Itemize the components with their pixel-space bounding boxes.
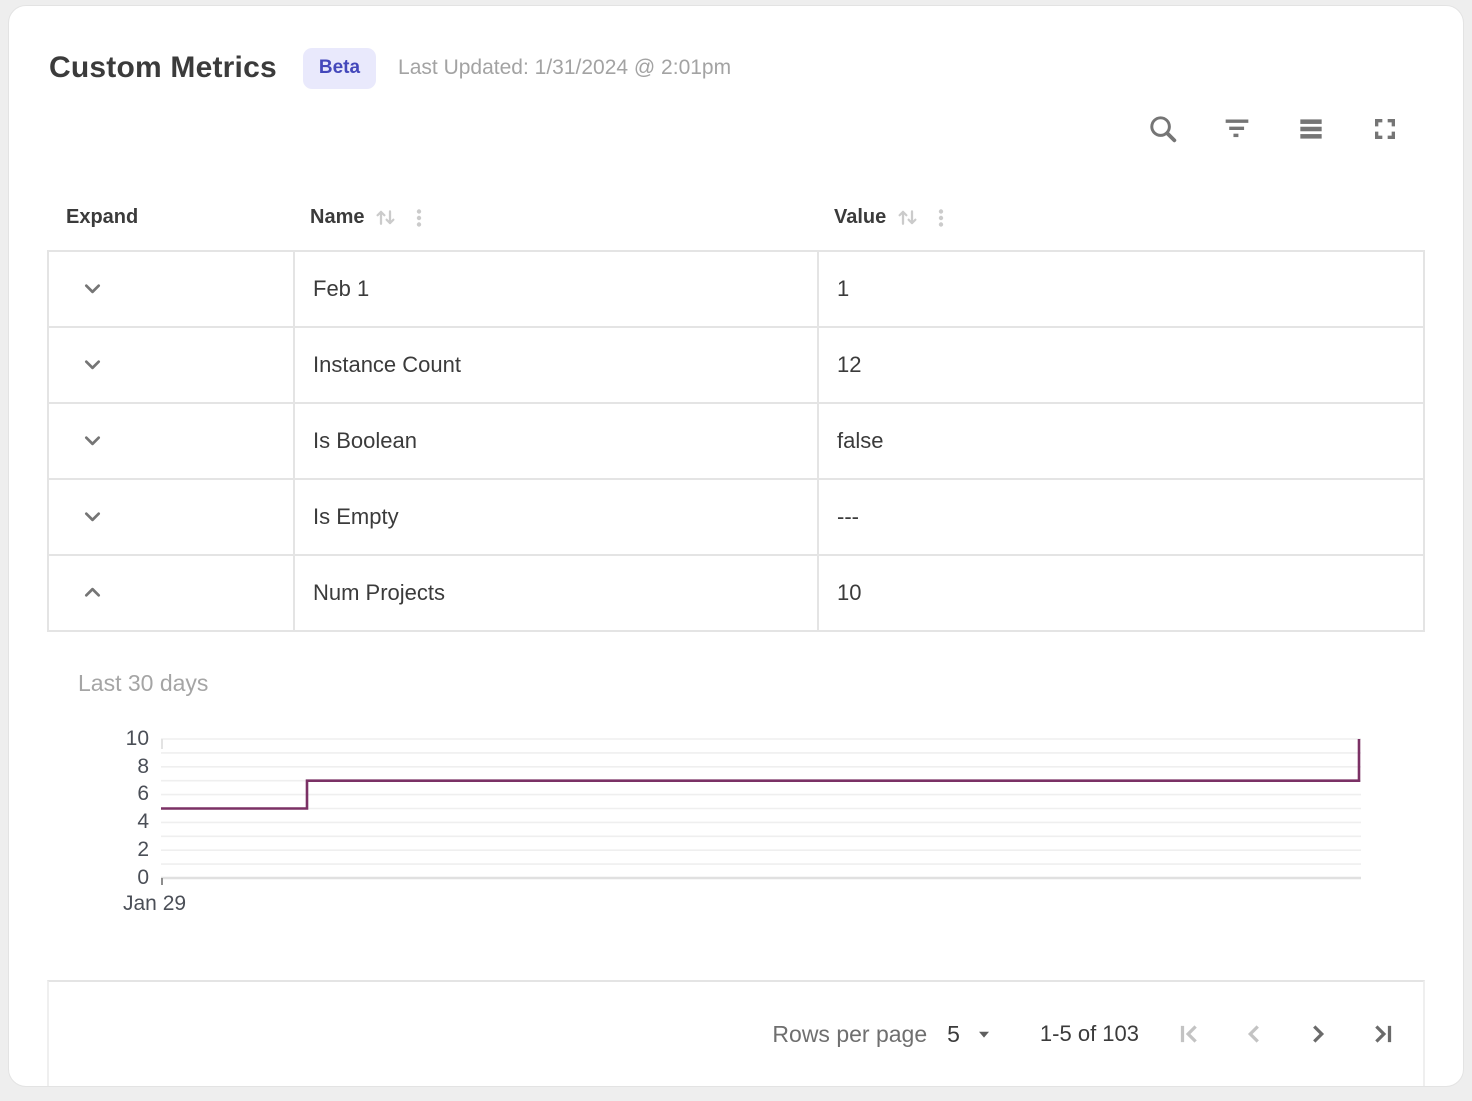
chevron-left-icon [1239, 1019, 1269, 1049]
expand-row-button[interactable] [75, 499, 110, 534]
chevron-down-icon [79, 351, 106, 378]
value-cell: 1 [817, 251, 1423, 326]
chevron-down-icon [79, 503, 106, 530]
column-label-value: Value [834, 206, 887, 229]
table-row: Is Empty --- [49, 477, 1423, 554]
sort-icon[interactable] [894, 204, 921, 231]
name-cell: Feb 1 [293, 251, 817, 326]
chevron-right-icon [1303, 1019, 1333, 1049]
page-header: Custom Metrics Beta Last Updated: 1/31/2… [9, 6, 1463, 89]
filter-icon [1220, 112, 1254, 146]
fullscreen-icon [1369, 113, 1401, 145]
table-toolbar [9, 89, 1463, 149]
first-page-icon [1175, 1019, 1205, 1049]
row-detail-chart-panel: Last 30 days 0 2 4 6 8 10 Jan 29 [47, 632, 1425, 932]
expand-cell [49, 252, 293, 326]
expand-row-button[interactable] [75, 347, 110, 382]
table-row: Feb 1 1 [49, 251, 1423, 326]
chart-plot [161, 737, 1361, 885]
expand-cell [49, 480, 293, 554]
beta-badge: Beta [302, 48, 377, 89]
last-page-button[interactable] [1365, 1017, 1399, 1051]
chart-x-tick-label: Jan 29 [123, 891, 187, 915]
previous-page-button[interactable] [1237, 1017, 1271, 1051]
table-row: Is Boolean false [49, 401, 1423, 478]
first-page-button[interactable] [1173, 1017, 1207, 1051]
column-header-value[interactable]: Value [815, 204, 1425, 231]
name-cell: Is Empty [293, 479, 817, 554]
value-cell: false [817, 403, 1423, 478]
column-label-name: Name [310, 206, 365, 229]
pagination-range-label: 1-5 of 103 [1039, 1021, 1139, 1046]
pagination-controls [1173, 1017, 1399, 1051]
y-tick-label: 0 [137, 865, 149, 889]
sort-icon[interactable] [372, 204, 399, 231]
table-row: Num Projects 10 [49, 553, 1423, 630]
rows-per-page-value: 5 [947, 1020, 960, 1047]
expand-cell [49, 404, 293, 478]
next-page-button[interactable] [1301, 1017, 1335, 1051]
table-body: Feb 1 1 Instance Count 12 [47, 249, 1425, 632]
y-tick-label: 8 [137, 754, 149, 778]
fullscreen-button[interactable] [1365, 109, 1405, 149]
expand-row-button[interactable] [75, 271, 110, 306]
y-tick-label: 6 [137, 782, 149, 806]
density-button[interactable] [1291, 109, 1331, 149]
name-cell: Is Boolean [293, 403, 817, 478]
collapse-row-button[interactable] [75, 575, 110, 610]
chart-y-axis-labels: 0 2 4 6 8 10 [47, 727, 149, 889]
value-cell: 10 [817, 555, 1423, 630]
column-menu-icon[interactable] [929, 206, 953, 230]
expand-cell [49, 328, 293, 402]
chevron-down-icon [79, 427, 106, 454]
density-icon [1295, 113, 1327, 145]
value-cell: --- [817, 479, 1423, 554]
chevron-up-icon [79, 579, 106, 606]
expand-row-button[interactable] [75, 423, 110, 458]
column-header-name[interactable]: Name [291, 204, 815, 231]
y-tick-label: 4 [137, 810, 149, 834]
table-footer: Rows per page 5 1-5 of 103 [47, 980, 1425, 1086]
column-menu-icon[interactable] [407, 206, 431, 230]
table-row: Instance Count 12 [49, 325, 1423, 402]
rows-per-page-select[interactable]: 5 [947, 1021, 996, 1048]
filter-button[interactable] [1217, 109, 1257, 149]
value-cell: 12 [817, 327, 1423, 402]
search-icon [1146, 112, 1180, 146]
page-title: Custom Metrics [49, 51, 277, 85]
expand-cell [49, 556, 293, 630]
rows-per-page-label: Rows per page [772, 1020, 928, 1047]
chart-title: Last 30 days [78, 669, 209, 696]
y-tick-label: 10 [125, 726, 149, 750]
chevron-down-icon [79, 275, 106, 302]
y-tick-label: 2 [137, 837, 149, 861]
custom-metrics-card: Custom Metrics Beta Last Updated: 1/31/2… [8, 5, 1464, 1087]
name-cell: Num Projects [293, 555, 817, 630]
caret-down-icon [972, 1022, 996, 1046]
table-header-row: Expand Name Value [47, 186, 1425, 250]
column-header-expand: Expand [47, 206, 291, 229]
last-page-icon [1367, 1019, 1397, 1049]
column-label-expand: Expand [66, 206, 139, 229]
search-button[interactable] [1143, 109, 1183, 149]
name-cell: Instance Count [293, 327, 817, 402]
last-updated-text: Last Updated: 1/31/2024 @ 2:01pm [398, 56, 732, 80]
